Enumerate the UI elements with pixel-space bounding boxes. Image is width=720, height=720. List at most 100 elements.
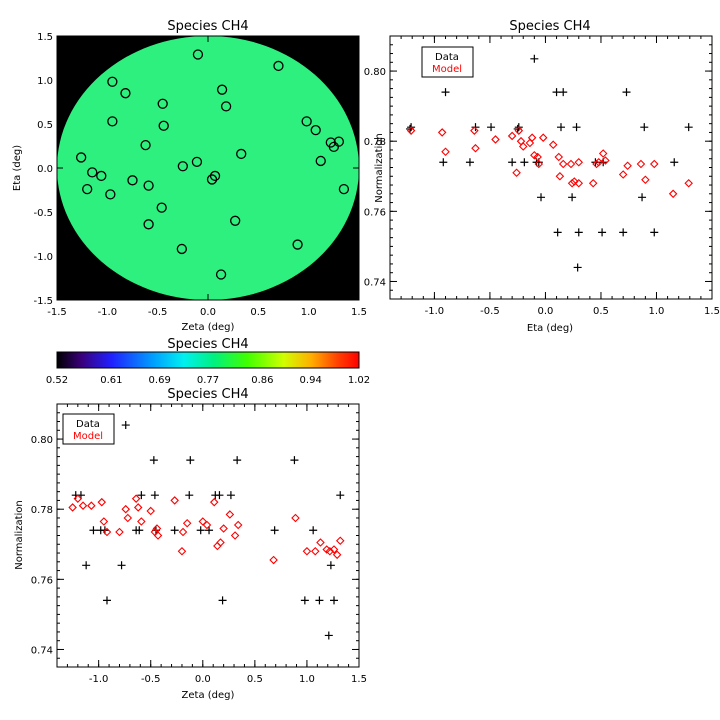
- zeta-data-point: [300, 596, 309, 605]
- eta-model-point: [554, 152, 564, 162]
- map-x-tick-label: 1.5: [351, 307, 367, 318]
- zeta-data-point: [121, 421, 130, 430]
- eta-model-point: [558, 159, 568, 169]
- eta-data-point: [487, 123, 496, 132]
- zeta-model-point: [178, 527, 188, 537]
- eta-model-point: [548, 140, 558, 149]
- zeta-x-tick-label: -0.5: [141, 674, 161, 685]
- colorbar-label: 0.94: [300, 375, 322, 386]
- map-station-marker: [107, 116, 118, 127]
- zeta-model-point: [302, 547, 312, 556]
- eta-x-tick-label: -0.5: [480, 306, 500, 317]
- map-station-marker: [177, 161, 188, 172]
- zeta-model-point: [291, 513, 300, 523]
- zeta-data-point: [315, 596, 324, 605]
- eta-model-point: [592, 159, 601, 169]
- zeta-data-point: [117, 561, 126, 570]
- map-x-tick-label: 0.0: [200, 307, 216, 318]
- zeta-model-point: [99, 517, 109, 526]
- map-station-marker: [301, 116, 312, 127]
- zeta-model-point: [78, 501, 88, 510]
- map-station-marker: [216, 84, 228, 95]
- map-station-marker: [191, 156, 203, 167]
- colorbar-label: 0.61: [100, 375, 122, 386]
- eta-data-point: [530, 54, 539, 63]
- map-y-tick-label: 0.0: [37, 164, 53, 175]
- eta-data-point: [559, 88, 568, 97]
- zeta-legend-model: Model: [73, 431, 103, 442]
- zeta-x-tick-label: 0.0: [195, 674, 211, 685]
- colorbar-labels: 0.52 0.61 0.69 0.77 0.86 0.94 1.02: [46, 375, 370, 386]
- eta-data-point: [684, 123, 693, 132]
- eta-model-point: [437, 128, 447, 137]
- eta-data-point: [520, 158, 529, 167]
- colorbar-label: 0.69: [149, 375, 171, 386]
- eta-model-point: [636, 159, 646, 169]
- eta-legend-box: [421, 46, 474, 78]
- zeta-data-point: [205, 526, 214, 535]
- map-station-marker: [96, 170, 107, 182]
- zeta-model-point: [152, 524, 162, 533]
- map-points: [76, 49, 350, 280]
- zeta-xlabel: Zeta (deg): [182, 690, 235, 701]
- eta-y-tick-label: 0.78: [364, 137, 386, 148]
- eta-model-point: [641, 175, 650, 185]
- eta-x-tick-label: 0.0: [537, 306, 553, 317]
- zeta-legend-box: [62, 413, 115, 445]
- map-station-marker: [310, 125, 321, 136]
- map-station-marker: [87, 167, 98, 178]
- eta-data-point: [670, 158, 679, 167]
- zeta-x-tick-label: 1.0: [299, 674, 315, 685]
- zeta-data-point: [102, 596, 111, 605]
- zeta-data-point: [89, 526, 98, 535]
- map-y-tick-label: 1.5: [37, 32, 53, 43]
- zeta-x-tick-label: -1.0: [89, 674, 109, 685]
- eta-model-point: [618, 170, 628, 179]
- colorbar: Species CH4 0.52 0.61 0.69 0.77 0.86 0.94 1.02: [46, 337, 370, 386]
- eta-model-point: [441, 147, 450, 156]
- eta-model-point: [533, 152, 542, 162]
- map-x-tick-label: 1.0: [301, 307, 317, 318]
- eta-legend-model: Model: [432, 64, 462, 75]
- eta-model-point: [518, 142, 528, 151]
- zeta-legend-data: Data: [76, 419, 100, 430]
- eta-model-point: [555, 171, 565, 181]
- map-y-tick-label: -0.5: [33, 208, 53, 219]
- zeta-data-point: [336, 491, 345, 500]
- eta-data-point: [622, 88, 631, 97]
- map-station-marker: [105, 189, 116, 200]
- eta-model-point: [668, 189, 678, 199]
- map-ylabel: Eta (deg): [12, 145, 23, 191]
- map-y-tick-label: -1.0: [33, 252, 53, 263]
- zeta-model-point: [170, 496, 179, 505]
- zeta-model-point: [325, 547, 335, 556]
- eta-x-tick-label: 1.0: [649, 306, 665, 317]
- zeta-model-point: [131, 494, 141, 503]
- map-station-marker: [157, 98, 168, 109]
- zeta-data-point: [270, 526, 279, 535]
- eta-data-point: [640, 123, 649, 132]
- map-station-marker: [143, 219, 154, 230]
- zeta-model-point: [182, 518, 192, 528]
- map-panel: Species CH4 -1.5 -1.0 -0.5 0.0 0.5 1.0 1.5-1.5…: [12, 19, 367, 333]
- zeta-data-point: [215, 491, 224, 500]
- eta-model-point: [574, 179, 584, 188]
- eta-model-point: [534, 159, 544, 169]
- zeta-model-point: [146, 506, 156, 516]
- eta-model-point: [649, 159, 659, 169]
- eta-model-point: [567, 179, 577, 188]
- eta-ylabel: Normalization: [374, 133, 385, 203]
- eta-x-tick-label: -1.0: [425, 306, 445, 317]
- map-station-marker: [107, 76, 118, 87]
- eta-model-point: [507, 131, 517, 141]
- zeta-data-point: [150, 491, 159, 500]
- map-station-marker: [76, 152, 87, 163]
- eta-y-tick-label: 0.74: [364, 277, 386, 288]
- zeta-model-point: [209, 497, 219, 507]
- eta-data-point: [537, 193, 546, 202]
- eta-model-point: [406, 126, 416, 135]
- zeta-data-point: [196, 526, 205, 535]
- eta-model-point: [527, 133, 537, 142]
- zeta-model-point: [102, 527, 112, 537]
- map-station-marker: [120, 88, 131, 99]
